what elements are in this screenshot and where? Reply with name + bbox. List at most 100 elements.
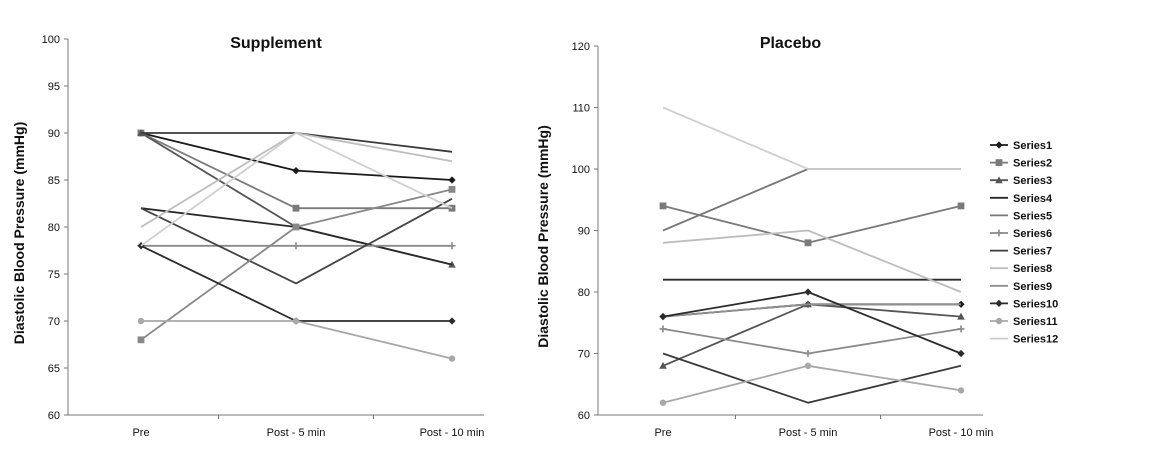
legend-item: Series3 — [990, 175, 1052, 187]
legend-marker — [995, 141, 1003, 149]
series-9 — [137, 186, 456, 344]
y-tick-label: 95 — [48, 81, 60, 93]
y-axis-title: Diastolic Blood Pressure (mmHg) — [535, 125, 551, 348]
series-4 — [141, 132, 453, 153]
series-9 — [662, 303, 961, 318]
legend-label: Series12 — [1013, 334, 1058, 346]
chart-panel-1: Supplement 60 65 70 75 80 85 90 95 100 Pre Post - 5… — [11, 34, 484, 439]
data-point — [448, 204, 456, 212]
x-tick-label: Post - 10 min — [420, 427, 485, 439]
legend-label: Series5 — [1013, 210, 1052, 222]
data-point — [957, 325, 965, 333]
y-tick-label: 100 — [42, 34, 60, 46]
data-point — [659, 399, 667, 406]
data-point — [659, 313, 667, 321]
legend-item: Series5 — [990, 210, 1052, 222]
series-line — [662, 328, 962, 355]
y-tick-label: 65 — [48, 363, 60, 375]
legend-label: Series7 — [1013, 246, 1052, 258]
series-3 — [659, 300, 965, 369]
legend-item: Series2 — [990, 158, 1052, 170]
data-point — [448, 176, 456, 184]
series-line — [140, 132, 453, 247]
legend-item: Series1 — [990, 140, 1052, 152]
y-tick-label: 120 — [572, 41, 590, 53]
series-2 — [659, 202, 965, 247]
x-tick-label: Post - 10 min — [929, 427, 994, 439]
x-tick-label: Pre — [132, 427, 149, 439]
data-point — [957, 387, 965, 394]
data-point — [292, 317, 300, 325]
series-12 — [662, 106, 961, 170]
legend-label: Series1 — [1013, 140, 1052, 152]
series-line — [140, 207, 453, 266]
series-line — [662, 303, 961, 318]
legend-item: Series6 — [990, 228, 1052, 240]
legend-label: Series9 — [1013, 281, 1052, 293]
y-tick-label: 90 — [48, 128, 60, 140]
y-tick-label: 85 — [48, 175, 60, 187]
data-point — [659, 362, 667, 369]
data-point — [292, 223, 300, 231]
data-point — [659, 202, 667, 210]
legend-label: Series2 — [1013, 158, 1052, 170]
series-7 — [662, 352, 962, 404]
legend-marker — [995, 299, 1003, 307]
y-tick-label: 70 — [578, 349, 590, 361]
legend-item: Series7 — [990, 246, 1052, 258]
legend-label: Series4 — [1013, 193, 1053, 205]
x-tick-label: Pre — [654, 427, 671, 439]
series-1 — [137, 129, 456, 184]
data-point — [448, 355, 456, 362]
series-6 — [137, 242, 456, 250]
series-7 — [140, 198, 453, 285]
data-point — [292, 242, 300, 250]
y-tick-label: 90 — [578, 226, 590, 238]
legend-item: Series10 — [990, 298, 1058, 310]
series-5 — [662, 168, 961, 232]
series-11 — [137, 317, 456, 362]
legend-marker — [995, 229, 1003, 237]
series-5 — [140, 207, 453, 266]
data-point — [448, 317, 456, 325]
legend-marker — [995, 317, 1003, 325]
legend-item: Series8 — [990, 263, 1052, 275]
x-tick-label: Post - 5 min — [779, 427, 838, 439]
data-point — [448, 242, 456, 250]
series-12 — [140, 132, 453, 247]
series-11 — [659, 362, 965, 406]
data-point — [804, 350, 812, 357]
y-tick-label: 75 — [48, 269, 60, 281]
series-line — [140, 198, 453, 285]
chart-title: Supplement — [230, 35, 322, 52]
legend-label: Series8 — [1013, 263, 1052, 275]
data-point — [957, 349, 965, 358]
legend-label: Series6 — [1013, 228, 1052, 240]
series-line — [662, 303, 961, 318]
x-tick-label: Post - 5 min — [267, 427, 326, 439]
series-line — [662, 291, 962, 355]
chart-panel-2: Placebo 60 70 80 90 100 110 120 Pre Post - 5 min P… — [535, 35, 1058, 439]
legend-item: Series11 — [990, 316, 1058, 328]
y-axis-title: Diastolic Blood Pressure (mmHg) — [11, 122, 27, 345]
legend-marker — [995, 176, 1003, 184]
y-tick-label: 100 — [572, 164, 590, 176]
series-line — [662, 352, 962, 404]
series-line — [662, 106, 961, 170]
series-line — [662, 229, 962, 293]
data-point — [659, 325, 667, 333]
legend-item: Series12 — [990, 334, 1058, 346]
y-tick-label: 60 — [48, 410, 60, 422]
y-tick-label: 80 — [578, 287, 590, 299]
series-line — [662, 168, 961, 232]
series-8 — [662, 229, 962, 293]
legend-marker — [995, 159, 1003, 166]
data-point — [804, 239, 812, 247]
y-tick-label: 60 — [578, 410, 590, 422]
series-10 — [659, 288, 965, 358]
series-line — [141, 320, 453, 360]
data-point — [957, 202, 965, 210]
y-tick-label: 80 — [48, 222, 60, 234]
